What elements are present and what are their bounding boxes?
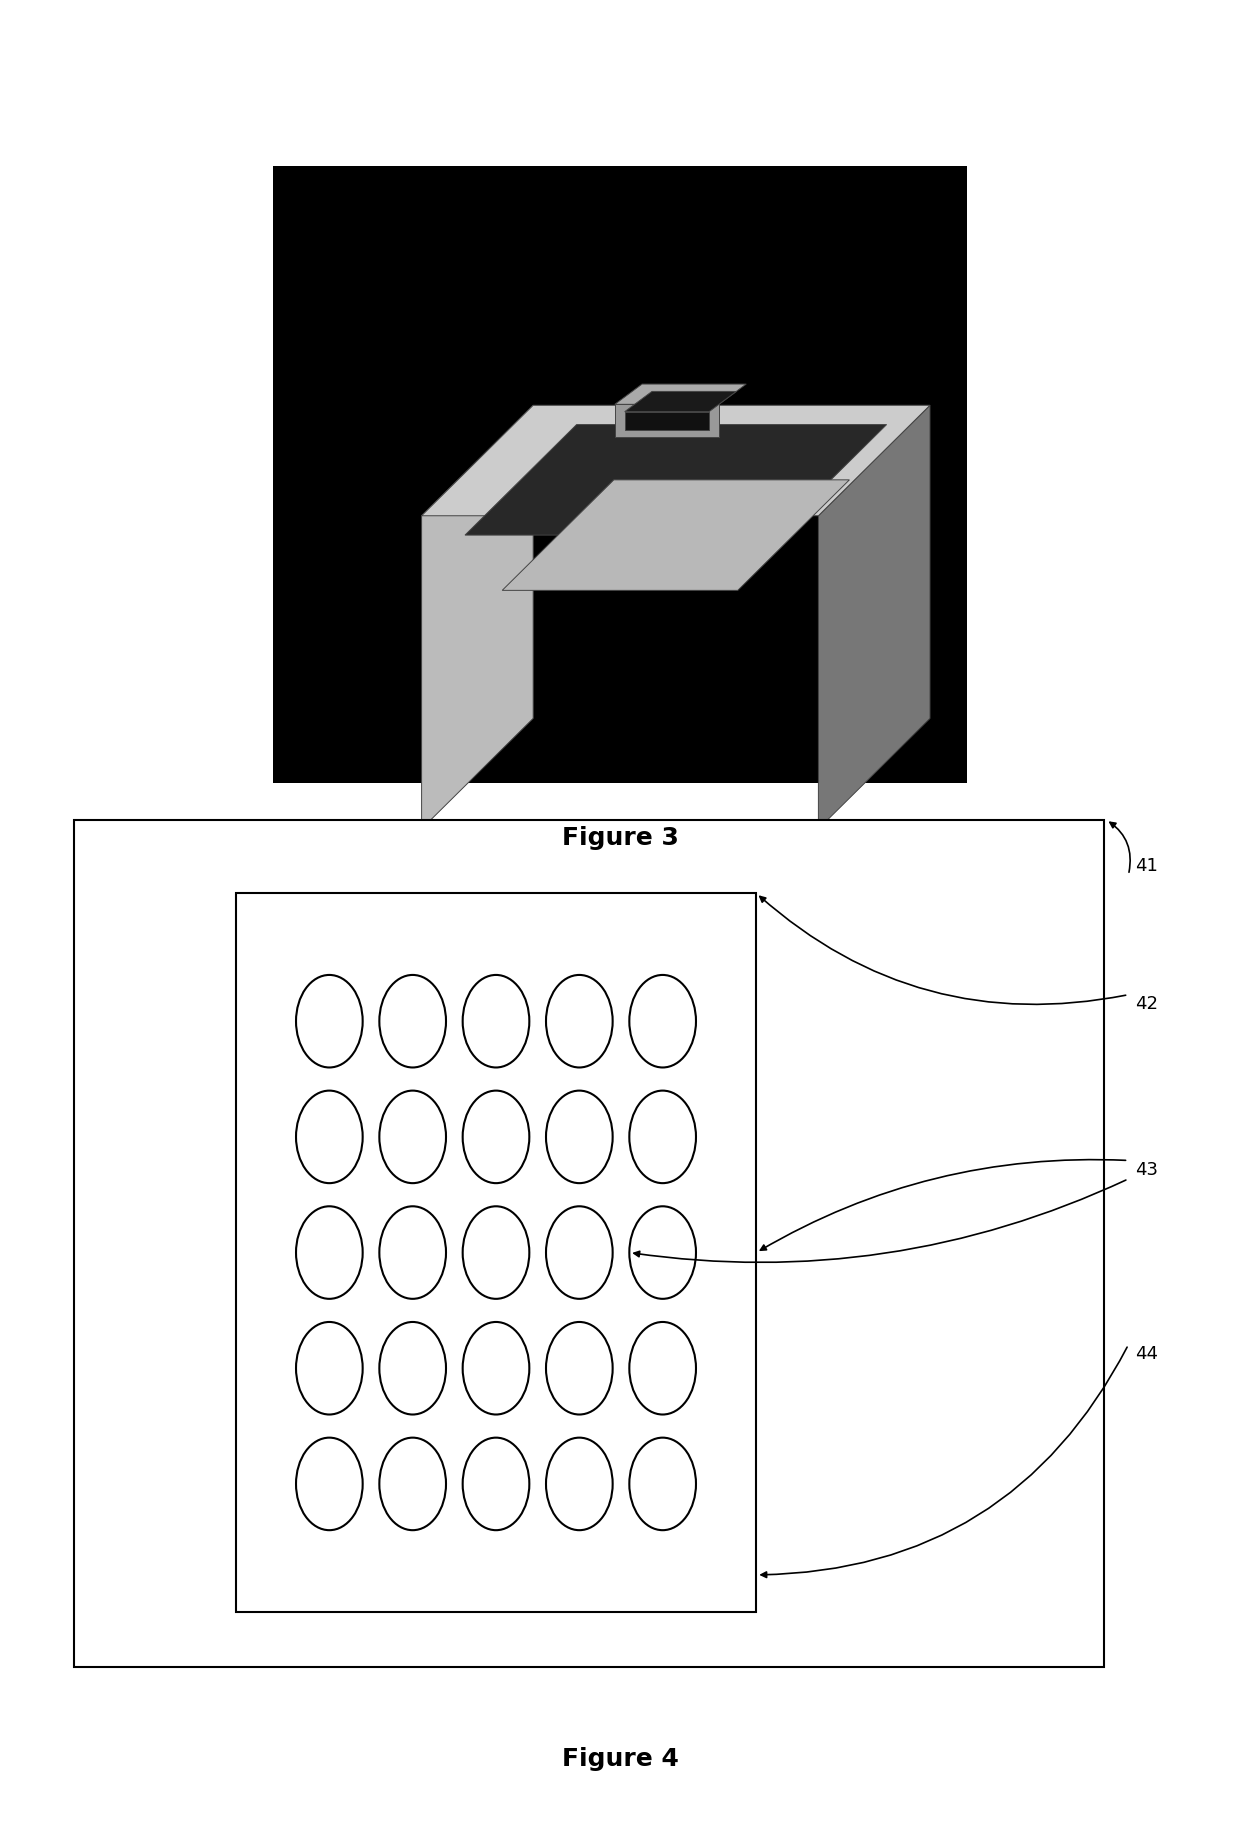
Polygon shape [465, 424, 887, 536]
Ellipse shape [630, 1090, 696, 1183]
Ellipse shape [630, 1207, 696, 1299]
Ellipse shape [630, 1323, 696, 1415]
Ellipse shape [296, 1437, 362, 1531]
Ellipse shape [296, 1207, 362, 1299]
Ellipse shape [463, 1323, 529, 1415]
Ellipse shape [463, 1207, 529, 1299]
Ellipse shape [379, 1323, 446, 1415]
Ellipse shape [379, 1437, 446, 1531]
Polygon shape [422, 405, 533, 829]
Ellipse shape [296, 974, 362, 1068]
Ellipse shape [296, 1090, 362, 1183]
FancyArrowPatch shape [760, 1160, 1126, 1251]
Ellipse shape [546, 1090, 613, 1183]
Ellipse shape [296, 1323, 362, 1415]
Text: 44: 44 [1135, 1345, 1158, 1363]
Text: 43: 43 [1135, 1160, 1158, 1179]
Text: 42: 42 [1135, 995, 1158, 1013]
FancyArrowPatch shape [760, 897, 1126, 1004]
FancyArrowPatch shape [761, 1347, 1127, 1577]
Ellipse shape [379, 974, 446, 1068]
Polygon shape [818, 405, 930, 829]
Polygon shape [625, 411, 709, 429]
Ellipse shape [379, 1090, 446, 1183]
Ellipse shape [546, 1323, 613, 1415]
Ellipse shape [546, 1437, 613, 1531]
Text: 41: 41 [1135, 857, 1157, 875]
Bar [236, 893, 756, 1612]
Text: Figure 4: Figure 4 [562, 1746, 678, 1772]
Text: Figure 3: Figure 3 [562, 825, 678, 851]
Polygon shape [502, 479, 849, 589]
Ellipse shape [379, 1207, 446, 1299]
Polygon shape [625, 392, 737, 411]
Ellipse shape [630, 1437, 696, 1531]
Polygon shape [615, 405, 719, 437]
FancyArrowPatch shape [634, 1181, 1126, 1262]
Polygon shape [615, 383, 746, 405]
Ellipse shape [463, 1437, 529, 1531]
Ellipse shape [463, 974, 529, 1068]
Bar [74, 820, 1104, 1667]
Ellipse shape [546, 974, 613, 1068]
FancyArrowPatch shape [1110, 822, 1130, 873]
Polygon shape [422, 405, 930, 516]
Ellipse shape [630, 974, 696, 1068]
Bar [273, 166, 967, 783]
Ellipse shape [463, 1090, 529, 1183]
Ellipse shape [546, 1207, 613, 1299]
